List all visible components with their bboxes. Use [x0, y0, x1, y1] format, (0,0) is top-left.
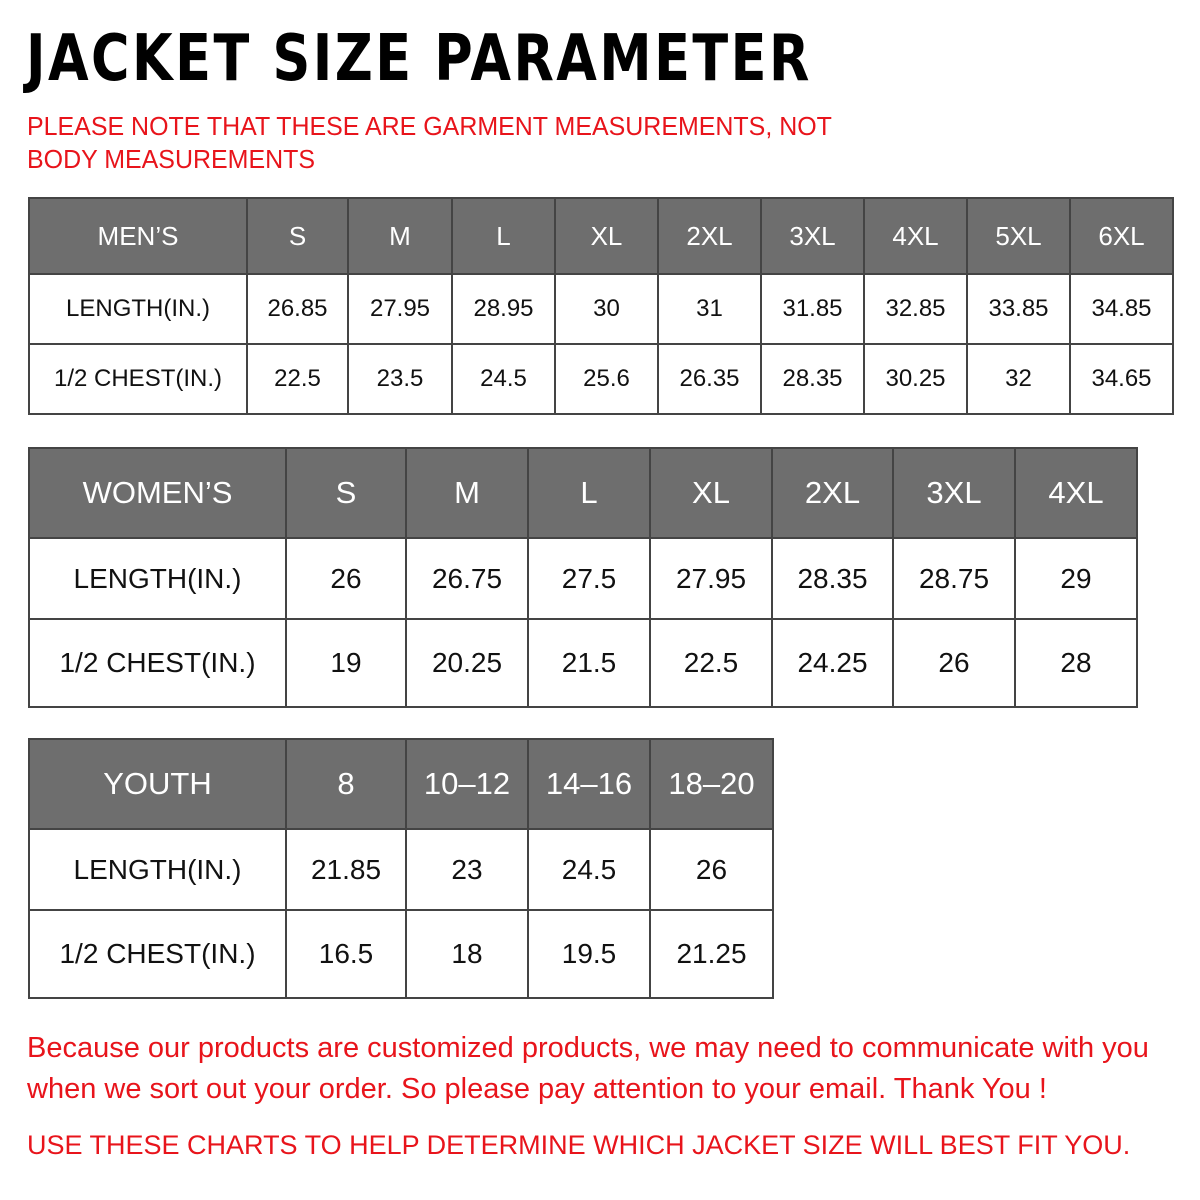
size-header: 3XL	[760, 197, 865, 275]
customization-message: Because our products are customized prod…	[27, 1028, 1149, 1110]
message-line-2: when we sort out your order. So please p…	[27, 1073, 1047, 1105]
size-header: 2XL	[771, 447, 894, 539]
measurement-cell: 31.85	[760, 273, 865, 345]
measurement-cell: 28.35	[771, 537, 894, 620]
measurement-cell: 31	[657, 273, 762, 345]
table-row: LENGTH(IN.) 26.85 27.95 28.95 30 31 31.85 32.85…	[28, 273, 1174, 345]
size-header: 18–20	[649, 738, 774, 830]
size-header: S	[285, 447, 407, 539]
size-header: 2XL	[657, 197, 762, 275]
measurement-cell: 24.25	[771, 618, 894, 708]
measurement-cell: 26	[649, 828, 774, 911]
measurement-note: PLEASE NOTE THAT THESE ARE GARMENT MEASU…	[27, 111, 832, 174]
size-header: 4XL	[1014, 447, 1138, 539]
measurement-cell: 19	[285, 618, 407, 708]
measurement-cell: 24.5	[451, 343, 556, 415]
measurement-cell: 23.5	[347, 343, 453, 415]
measurement-cell: 21.5	[527, 618, 651, 708]
measurement-cell: 34.85	[1069, 273, 1174, 345]
measurement-cell: 26	[892, 618, 1016, 708]
measurement-cell: 22.5	[649, 618, 773, 708]
size-header: XL	[649, 447, 773, 539]
category-label: MEN’S	[28, 197, 248, 275]
measurement-cell: 27.95	[347, 273, 453, 345]
table-row: LENGTH(IN.) 21.85 23 24.5 26	[28, 828, 774, 911]
measurement-cell: 28	[1014, 618, 1138, 708]
row-label: 1/2 CHEST(IN.)	[28, 343, 248, 415]
measurement-cell: 30.25	[863, 343, 968, 415]
header-row: YOUTH 8 10–12 14–16 18–20	[28, 738, 774, 830]
table-row: 1/2 CHEST(IN.) 16.5 18 19.5 21.25	[28, 909, 774, 999]
message-line-1: Because our products are customized prod…	[27, 1032, 1149, 1064]
size-header: 6XL	[1069, 197, 1174, 275]
table-row: LENGTH(IN.) 26 26.75 27.5 27.95 28.35 28.75 29	[28, 537, 1138, 620]
measurement-cell: 22.5	[246, 343, 349, 415]
category-label: YOUTH	[28, 738, 287, 830]
row-label: LENGTH(IN.)	[28, 537, 287, 620]
header-row: WOMEN’S S M L XL 2XL 3XL 4XL	[28, 447, 1138, 539]
measurement-cell: 28.35	[760, 343, 865, 415]
size-header: 8	[285, 738, 407, 830]
measurement-cell: 18	[405, 909, 529, 999]
size-header: L	[527, 447, 651, 539]
measurement-cell: 16.5	[285, 909, 407, 999]
size-header: L	[451, 197, 556, 275]
measurement-cell: 30	[554, 273, 659, 345]
measurement-cell: 27.95	[649, 537, 773, 620]
measurement-cell: 32.85	[863, 273, 968, 345]
measurement-cell: 26.35	[657, 343, 762, 415]
page-title: JACKET SIZE PARAMETER	[26, 22, 812, 96]
measurement-cell: 27.5	[527, 537, 651, 620]
size-header: 5XL	[966, 197, 1071, 275]
size-header: 4XL	[863, 197, 968, 275]
category-label: WOMEN’S	[28, 447, 287, 539]
measurement-cell: 20.25	[405, 618, 529, 708]
measurement-cell: 21.85	[285, 828, 407, 911]
measurement-cell: 33.85	[966, 273, 1071, 345]
size-header: M	[347, 197, 453, 275]
men-size-table: MEN’S S M L XL 2XL 3XL 4XL 5XL 6XL LENGTH(IN.) 26.8…	[28, 197, 1174, 415]
size-header: XL	[554, 197, 659, 275]
measurement-cell: 19.5	[527, 909, 651, 999]
youth-size-table: YOUTH 8 10–12 14–16 18–20 LENGTH(IN.) 21.85 23 2…	[28, 738, 774, 999]
row-label: LENGTH(IN.)	[28, 273, 248, 345]
row-label: LENGTH(IN.)	[28, 828, 287, 911]
measurement-cell: 25.6	[554, 343, 659, 415]
table-row: 1/2 CHEST(IN.) 19 20.25 21.5 22.5 24.25 26 28	[28, 618, 1138, 708]
measurement-cell: 29	[1014, 537, 1138, 620]
size-header: 10–12	[405, 738, 529, 830]
women-size-table: WOMEN’S S M L XL 2XL 3XL 4XL LENGTH(IN.) 26 26.75 2…	[28, 447, 1138, 708]
measurement-cell: 28.95	[451, 273, 556, 345]
measurement-cell: 26	[285, 537, 407, 620]
size-header: S	[246, 197, 349, 275]
size-header: 3XL	[892, 447, 1016, 539]
row-label: 1/2 CHEST(IN.)	[28, 618, 287, 708]
header-row: MEN’S S M L XL 2XL 3XL 4XL 5XL 6XL	[28, 197, 1174, 275]
instruction-text: USE THESE CHARTS TO HELP DETERMINE WHICH…	[27, 1130, 1131, 1160]
size-header: 14–16	[527, 738, 651, 830]
measurement-cell: 23	[405, 828, 529, 911]
row-label: 1/2 CHEST(IN.)	[28, 909, 287, 999]
measurement-cell: 28.75	[892, 537, 1016, 620]
measurement-cell: 26.75	[405, 537, 529, 620]
measurement-cell: 24.5	[527, 828, 651, 911]
measurement-cell: 26.85	[246, 273, 349, 345]
measurement-cell: 34.65	[1069, 343, 1174, 415]
measurement-cell: 21.25	[649, 909, 774, 999]
table-row: 1/2 CHEST(IN.) 22.5 23.5 24.5 25.6 26.35 28.35…	[28, 343, 1174, 415]
measurement-cell: 32	[966, 343, 1071, 415]
size-header: M	[405, 447, 529, 539]
